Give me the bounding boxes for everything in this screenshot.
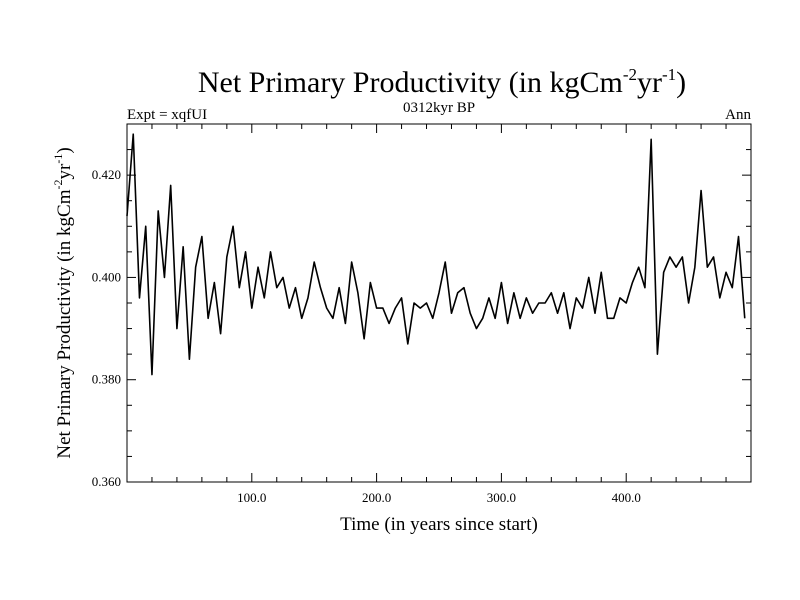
y-tick-label: 0.420 [92,167,121,182]
x-tick-label: 300.0 [487,490,516,505]
x-tick-label: 400.0 [612,490,641,505]
x-axis: 100.0 200.0 300.0 400.0 [151,124,727,505]
plot-frame [126,123,752,483]
y-tick-label: 0.360 [92,474,121,489]
chart-title: Net Primary Productivity (in kgCm-2yr-1) [198,65,686,99]
y-tick-label: 0.400 [92,269,121,284]
y-axis: 0.360 0.380 0.400 0.420 [92,123,751,489]
season-label: Ann [725,107,751,123]
npp-series-line [126,133,746,376]
period-label: 0312kyr BP [403,100,475,116]
experiment-label: Expt = xqfUI [127,107,207,123]
x-tick-label: 100.0 [237,490,266,505]
x-tick-label: 200.0 [362,490,391,505]
y-axis-title: Net Primary Productivity (in kgCm-2yr-1) [51,147,75,458]
x-axis-title: Time (in years since start) [340,514,538,535]
y-tick-label: 0.380 [92,372,121,387]
